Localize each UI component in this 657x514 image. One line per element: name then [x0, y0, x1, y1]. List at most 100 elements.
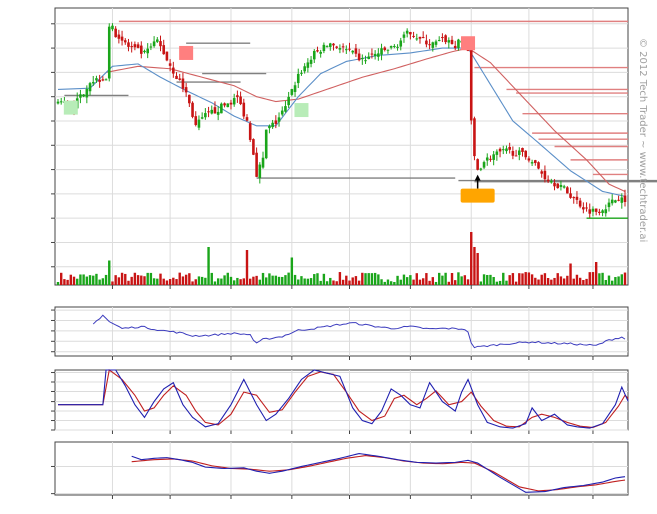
- candle-body: [264, 129, 268, 159]
- volume-bar: [389, 281, 393, 285]
- volume-bar: [505, 280, 508, 285]
- volume-bar: [213, 281, 217, 285]
- volume-bar: [191, 281, 194, 285]
- volume-bar: [95, 273, 98, 285]
- volume-bar: [559, 276, 563, 285]
- candle-body: [543, 170, 547, 180]
- volume-bar: [556, 273, 559, 285]
- volume-bar: [357, 280, 361, 285]
- candle-body: [59, 101, 63, 103]
- candle-body: [258, 164, 262, 178]
- candle-body: [431, 42, 435, 48]
- volume-bar: [550, 279, 553, 285]
- volume-bar: [297, 279, 300, 285]
- candle-body: [159, 41, 162, 47]
- candle-body: [348, 48, 351, 50]
- candle-body: [415, 38, 419, 40]
- volume-bar: [495, 281, 499, 285]
- candle-body: [255, 152, 258, 177]
- volume-bar: [156, 278, 159, 285]
- volume-bar: [521, 273, 524, 285]
- volume-bar: [396, 275, 399, 285]
- volume-bar: [546, 278, 550, 285]
- candle-body: [473, 118, 476, 157]
- candle-body: [380, 48, 383, 55]
- volume-bar: [98, 279, 101, 285]
- watermark: © 2012 Tech Trader ~ www.techtrader.ai: [637, 38, 648, 242]
- candle-body: [402, 34, 406, 38]
- volume-bar: [377, 274, 380, 285]
- candle-body: [316, 50, 319, 52]
- volume-bar: [610, 280, 614, 285]
- volume-bar: [441, 275, 444, 285]
- volume-bar: [418, 279, 422, 285]
- volume-bar: [175, 279, 178, 285]
- volume-bar: [143, 276, 146, 285]
- volume-bar: [594, 262, 598, 285]
- candle-body: [332, 43, 335, 46]
- volume-bar: [184, 274, 188, 285]
- candle-body: [245, 117, 249, 121]
- candle-body: [216, 111, 220, 115]
- candle-body: [172, 67, 175, 74]
- volume-bar: [498, 280, 502, 285]
- panel-frames: [54, 7, 629, 496]
- candle-body: [261, 157, 265, 168]
- candle-body: [566, 187, 569, 194]
- candle-body: [393, 46, 396, 48]
- volume-bar: [226, 272, 229, 285]
- candle-body: [220, 103, 223, 114]
- volume-bar: [319, 280, 322, 285]
- candle-body: [236, 95, 239, 98]
- volume-bar: [470, 232, 473, 285]
- candle-body: [268, 126, 271, 129]
- volume-bar: [361, 272, 364, 285]
- candle-body: [578, 200, 582, 207]
- volume-bar: [412, 279, 415, 285]
- volume-bar: [367, 273, 370, 285]
- candle-body: [290, 89, 294, 95]
- volume-bar: [210, 272, 213, 285]
- candle-body: [550, 181, 553, 183]
- volume-bar: [117, 277, 121, 285]
- volume-bar: [527, 272, 531, 285]
- candle-body: [127, 42, 130, 47]
- candle-body: [501, 149, 505, 151]
- volume-bar: [204, 277, 207, 285]
- volume-bar: [197, 276, 201, 285]
- macd-line: [131, 452, 626, 493]
- volume-bar: [120, 272, 124, 285]
- volume-bar: [76, 278, 79, 285]
- sto-panel: [51, 369, 629, 434]
- panel-frame: [54, 306, 629, 357]
- volume-bar: [130, 276, 133, 285]
- bot-signal-marker: [460, 188, 495, 203]
- candle-body: [210, 109, 214, 114]
- candle-body: [508, 146, 511, 150]
- volume-bar: [457, 272, 460, 285]
- candle-body: [530, 162, 534, 164]
- volume-bar: [402, 274, 406, 285]
- volume-bar: [335, 281, 338, 285]
- volume-bar: [82, 274, 85, 285]
- stochastic-fast-line: [58, 369, 629, 429]
- volume-bar: [562, 278, 566, 285]
- volume-bar: [473, 247, 476, 285]
- candle-body: [341, 46, 345, 48]
- volume-bar: [518, 273, 521, 285]
- volume-bar: [277, 276, 281, 285]
- volume-bar: [431, 277, 434, 285]
- candle-body: [312, 50, 316, 60]
- candle-body: [437, 40, 441, 42]
- volume-bar: [140, 275, 143, 285]
- candle-body: [200, 117, 204, 119]
- candle-body: [364, 60, 367, 62]
- buy-signal-marker: [294, 103, 309, 118]
- candle-body: [514, 155, 518, 157]
- volume-bar: [111, 281, 114, 285]
- candle-body: [537, 162, 540, 169]
- candle-body: [191, 102, 194, 117]
- sell-signal-marker: [179, 45, 194, 60]
- candle-body: [617, 199, 620, 201]
- volume-bar: [162, 278, 165, 285]
